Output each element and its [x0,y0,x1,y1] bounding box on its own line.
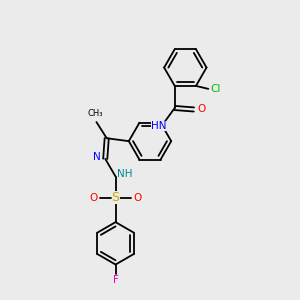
Text: O: O [89,193,98,203]
Text: F: F [112,275,118,285]
Text: HN: HN [151,121,166,131]
Text: NH: NH [117,169,133,178]
Text: O: O [134,193,142,203]
Text: N: N [93,152,101,162]
Text: S: S [112,191,120,204]
Text: CH₃: CH₃ [87,109,103,118]
Text: Cl: Cl [210,84,220,94]
Text: O: O [197,104,206,115]
